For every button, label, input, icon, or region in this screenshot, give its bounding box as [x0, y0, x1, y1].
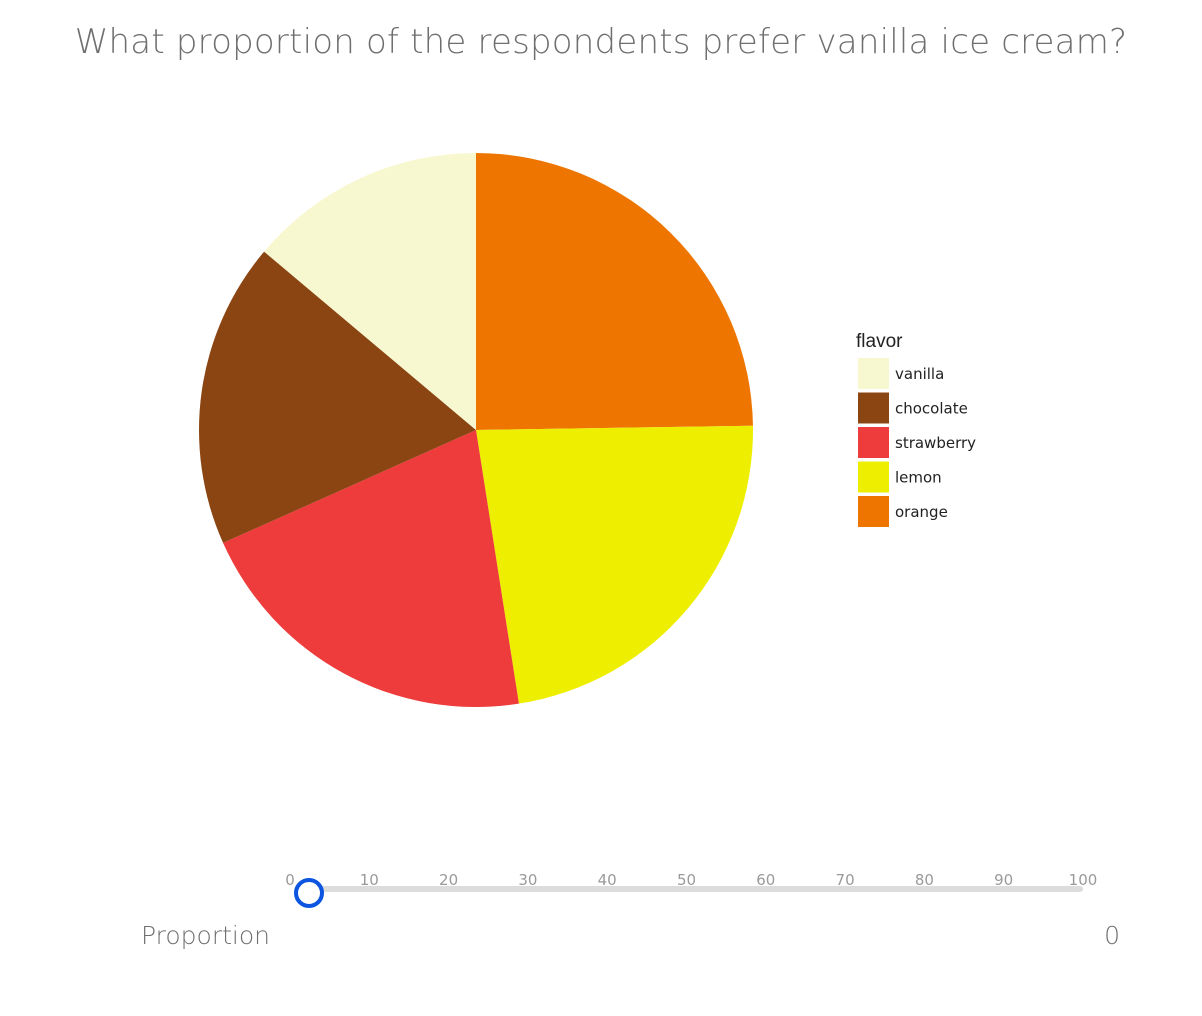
- legend-label-chocolate: chocolate: [895, 400, 968, 418]
- slider-tick-60: 60: [756, 871, 776, 889]
- slider-tick-30: 30: [518, 871, 538, 889]
- proportion-label: Proportion: [141, 921, 270, 950]
- pie-chart: flavor vanilla chocolate strawberry lemon or…: [198, 153, 976, 708]
- proportion-value: 0: [1104, 921, 1120, 950]
- slider-tick-40: 40: [597, 871, 617, 889]
- legend-swatch-chocolate: [858, 392, 889, 424]
- slider-tick-20: 20: [439, 871, 459, 889]
- legend-label-vanilla: vanilla: [895, 365, 944, 383]
- slider-tick-10: 10: [359, 871, 379, 889]
- legend-label-strawberry: strawberry: [895, 434, 976, 452]
- chart-legend: flavor vanilla chocolate strawberry lemon or…: [856, 331, 976, 527]
- pie-slice-chocolate: [198, 251, 476, 543]
- proportion-slider-track[interactable]: [309, 886, 1083, 892]
- question-title: What proportion of the respondents prefe…: [74, 22, 1128, 62]
- slider-tick-50: 50: [676, 871, 697, 889]
- pie-slice-vanilla: [264, 153, 476, 430]
- slider-tick-70: 70: [835, 871, 855, 889]
- slider-tick-80: 80: [914, 871, 934, 889]
- pie-slice-lemon: [476, 425, 754, 704]
- legend-label-lemon: lemon: [895, 469, 942, 487]
- legend-swatch-lemon: [858, 461, 889, 493]
- legend-swatch-vanilla: [858, 358, 889, 389]
- pie-slice-orange: [476, 153, 753, 430]
- slider-tick-90: 90: [994, 871, 1014, 889]
- legend-title: flavor: [856, 331, 903, 352]
- pie-slices: [198, 153, 754, 708]
- slider-tick-0: 0: [285, 871, 295, 889]
- proportion-slider-thumb[interactable]: [294, 878, 324, 908]
- legend-swatch-orange: [858, 496, 889, 527]
- pie-slice-strawberry: [223, 430, 519, 708]
- legend-swatch-strawberry: [858, 427, 889, 458]
- legend-label-orange: orange: [895, 503, 948, 521]
- slider-tick-100: 100: [1068, 871, 1098, 889]
